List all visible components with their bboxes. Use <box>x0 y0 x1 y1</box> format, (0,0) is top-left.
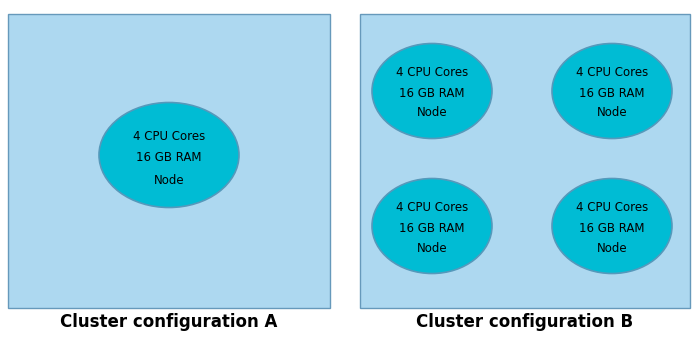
Text: Node: Node <box>417 106 447 120</box>
Text: 4 CPU Cores
16 GB RAM: 4 CPU Cores 16 GB RAM <box>576 201 648 235</box>
Text: Cluster configuration B: Cluster configuration B <box>417 313 634 331</box>
Text: 4 CPU Cores
16 GB RAM: 4 CPU Cores 16 GB RAM <box>133 130 205 164</box>
Ellipse shape <box>552 178 672 273</box>
Ellipse shape <box>372 178 492 273</box>
Text: 4 CPU Cores
16 GB RAM: 4 CPU Cores 16 GB RAM <box>396 66 468 100</box>
Text: 4 CPU Cores
16 GB RAM: 4 CPU Cores 16 GB RAM <box>576 66 648 100</box>
Text: Cluster configuration A: Cluster configuration A <box>60 313 278 331</box>
Text: Node: Node <box>597 106 628 120</box>
Ellipse shape <box>552 44 672 139</box>
Text: Node: Node <box>597 241 628 255</box>
Text: Node: Node <box>154 173 184 187</box>
FancyBboxPatch shape <box>360 14 690 308</box>
Ellipse shape <box>99 102 239 208</box>
Text: Node: Node <box>417 241 447 255</box>
FancyBboxPatch shape <box>8 14 330 308</box>
Text: 4 CPU Cores
16 GB RAM: 4 CPU Cores 16 GB RAM <box>396 201 468 235</box>
Ellipse shape <box>372 44 492 139</box>
